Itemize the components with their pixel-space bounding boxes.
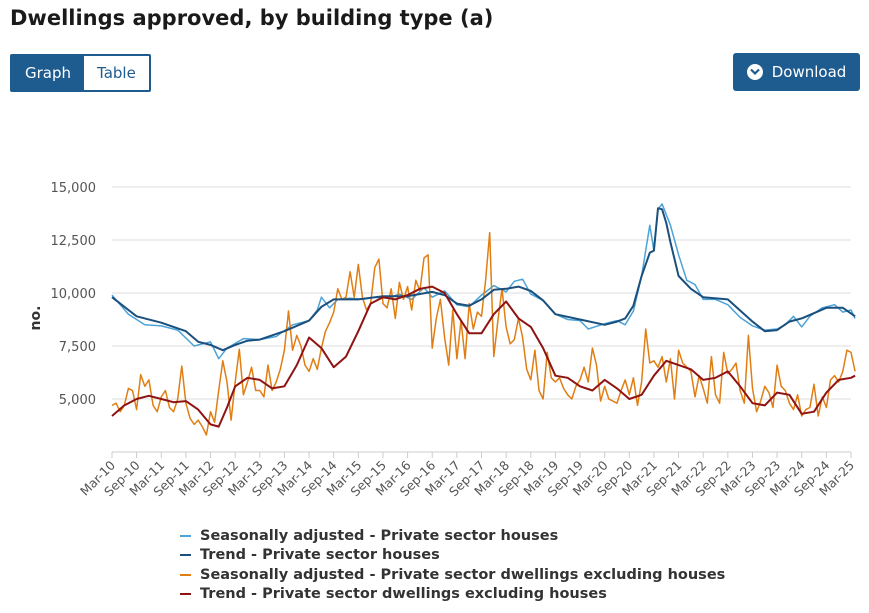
legend-label: Trend - Private sector houses bbox=[200, 547, 440, 564]
series-line-trend-houses bbox=[111, 207, 856, 352]
y-tick-label: 10,000 bbox=[51, 287, 97, 302]
series-lines bbox=[111, 203, 856, 436]
legend-item[interactable]: Trend - Private sector dwellings excludi… bbox=[180, 585, 725, 605]
y-axis-ticks: 5,000 7,500 10,000 12,500 15,000 bbox=[51, 181, 97, 408]
series-line-sa-other bbox=[111, 231, 856, 436]
page-title: Dwellings approved, by building type (a) bbox=[10, 6, 494, 30]
legend-item[interactable]: Trend - Private sector houses bbox=[180, 546, 725, 566]
legend-label: Seasonally adjusted - Private sector hou… bbox=[200, 527, 559, 544]
y-axis-label: no. bbox=[28, 306, 44, 331]
legend-swatch bbox=[180, 593, 191, 596]
y-tick-label: 7,500 bbox=[59, 340, 96, 355]
legend-item[interactable]: Seasonally adjusted - Private sector hou… bbox=[180, 526, 725, 546]
download-button[interactable]: Download bbox=[733, 53, 860, 91]
legend-label: Seasonally adjusted - Private sector dwe… bbox=[200, 566, 726, 583]
grid-lines bbox=[112, 186, 851, 453]
y-tick-label: 5,000 bbox=[59, 393, 96, 408]
x-axis-ticks: Mar-10Sep-10Mar-11Sep-11Mar-12Sep-12Mar-… bbox=[77, 452, 857, 499]
legend-item[interactable]: Seasonally adjusted - Private sector dwe… bbox=[180, 565, 725, 585]
legend: Seasonally adjusted - Private sector hou… bbox=[180, 526, 725, 604]
view-toggle: Graph Table bbox=[10, 54, 151, 92]
legend-swatch bbox=[180, 573, 191, 576]
legend-swatch bbox=[180, 534, 191, 537]
legend-label: Trend - Private sector dwellings excludi… bbox=[200, 586, 607, 603]
series-line-sa-houses bbox=[111, 203, 856, 360]
y-tick-label: 12,500 bbox=[51, 234, 97, 249]
graph-tab[interactable]: Graph bbox=[12, 56, 85, 90]
chevron-down-icon bbox=[746, 64, 763, 80]
legend-swatch bbox=[180, 554, 191, 557]
y-tick-label: 15,000 bbox=[51, 181, 97, 196]
download-label: Download bbox=[771, 63, 847, 81]
series-line-trend-other bbox=[111, 285, 856, 428]
table-tab[interactable]: Table bbox=[84, 56, 149, 90]
